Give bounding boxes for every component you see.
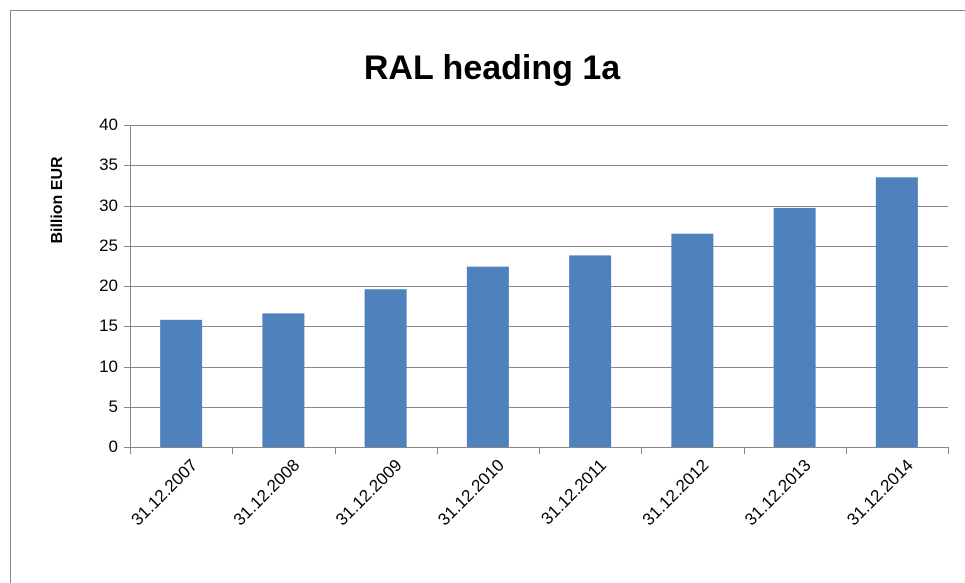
y-tick-label: 30 <box>99 196 118 215</box>
y-tick-label: 25 <box>99 236 118 255</box>
y-tick-label: 40 <box>99 115 118 134</box>
bar <box>364 289 407 447</box>
y-tick-label: 0 <box>109 437 118 456</box>
y-tick-label: 35 <box>99 155 118 174</box>
y-axis-label: Billion EUR <box>49 156 66 244</box>
bar <box>160 319 203 447</box>
bar <box>773 207 816 447</box>
chart-title: RAL heading 1a <box>364 49 621 87</box>
y-tick-label: 10 <box>99 357 118 376</box>
bar <box>466 266 509 447</box>
bar <box>262 313 305 447</box>
y-tick-label: 20 <box>99 276 118 295</box>
y-tick-label: 15 <box>99 316 118 335</box>
y-tick-label: 5 <box>109 397 118 416</box>
bar <box>569 255 612 447</box>
bar <box>671 233 714 447</box>
bar <box>875 177 918 447</box>
